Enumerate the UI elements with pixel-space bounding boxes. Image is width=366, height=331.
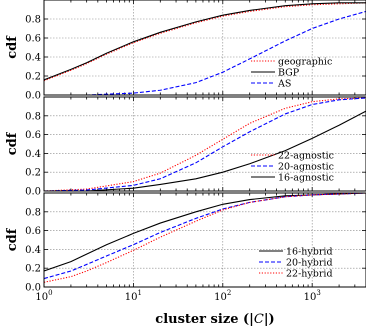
y-tick-label: 0.8 — [25, 111, 41, 122]
y-tick-label: 0.2 — [25, 168, 41, 179]
grid — [43, 0, 366, 95]
y-axis-label: cdf — [5, 131, 20, 155]
x-tick-label: 101 — [125, 289, 142, 303]
series-line-16-agnostic — [44, 110, 366, 191]
plot-frame — [43, 96, 366, 192]
y-tick-label: 0.0 — [25, 187, 41, 198]
y-tick-label: 0.6 — [25, 130, 41, 141]
legend-entry: 16-hybrid — [286, 247, 333, 258]
x-tick-label: 103 — [304, 289, 321, 303]
series-group — [44, 97, 366, 191]
y-tick-label: 0.0 — [25, 91, 41, 102]
y-axis-label: cdf — [5, 35, 20, 59]
legend-entry: 16-agnostic — [278, 173, 334, 184]
y-axis-label: cdf — [5, 227, 20, 251]
plot-frame — [43, 192, 366, 288]
series-line-geographic — [44, 2, 366, 82]
legend-entry: BGP — [278, 68, 300, 79]
y-tick-label: 0.4 — [25, 245, 41, 256]
y-tick-label: 0.2 — [25, 264, 41, 275]
y-tick-label: 0.6 — [25, 34, 41, 45]
y-tick-label: 0.4 — [25, 53, 41, 64]
series-line-20-agnostic — [44, 97, 366, 191]
panel-3: 0.0 0.2 0.4 0.6 0.8 cdf 16-hybrid20-hybrid22-h… — [5, 192, 366, 327]
y-tick-label: 0.0 — [25, 283, 41, 294]
legend-entry: 20-agnostic — [278, 162, 334, 173]
y-tick-label: 0.8 — [25, 15, 41, 26]
legend-entry: 20-hybrid — [286, 258, 333, 269]
x-ticks — [43, 0, 366, 95]
panel-2: 0.0 0.2 0.4 0.6 0.8 cdf 22-agnostic20-agnostic… — [5, 96, 366, 198]
y-tick-label: 0.2 — [25, 72, 41, 83]
x-tick-label: 100 — [35, 289, 52, 303]
y-tick-label: 0.8 — [25, 207, 41, 218]
legend-entry: 22-agnostic — [278, 151, 334, 162]
legend-entry: geographic — [278, 57, 332, 68]
legend-entry: 22-hybrid — [286, 269, 333, 280]
series-line-AS — [44, 10, 366, 95]
x-tick-label: 102 — [214, 289, 231, 303]
y-ticks: 0.0 0.2 0.4 0.6 0.8 — [25, 15, 366, 102]
y-tick-label: 0.6 — [25, 226, 41, 237]
plot-frame — [43, 0, 366, 96]
x-axis-label: cluster size (|C|) — [155, 312, 274, 327]
series-group — [44, 193, 366, 283]
legend-entry: AS — [277, 79, 291, 90]
series-line-20-hybrid — [44, 193, 366, 280]
series-line-BGP — [44, 2, 366, 81]
x-tick-labels: 100 101 102 103 — [35, 289, 320, 303]
series-group — [44, 2, 366, 95]
y-tick-label: 0.4 — [25, 149, 41, 160]
